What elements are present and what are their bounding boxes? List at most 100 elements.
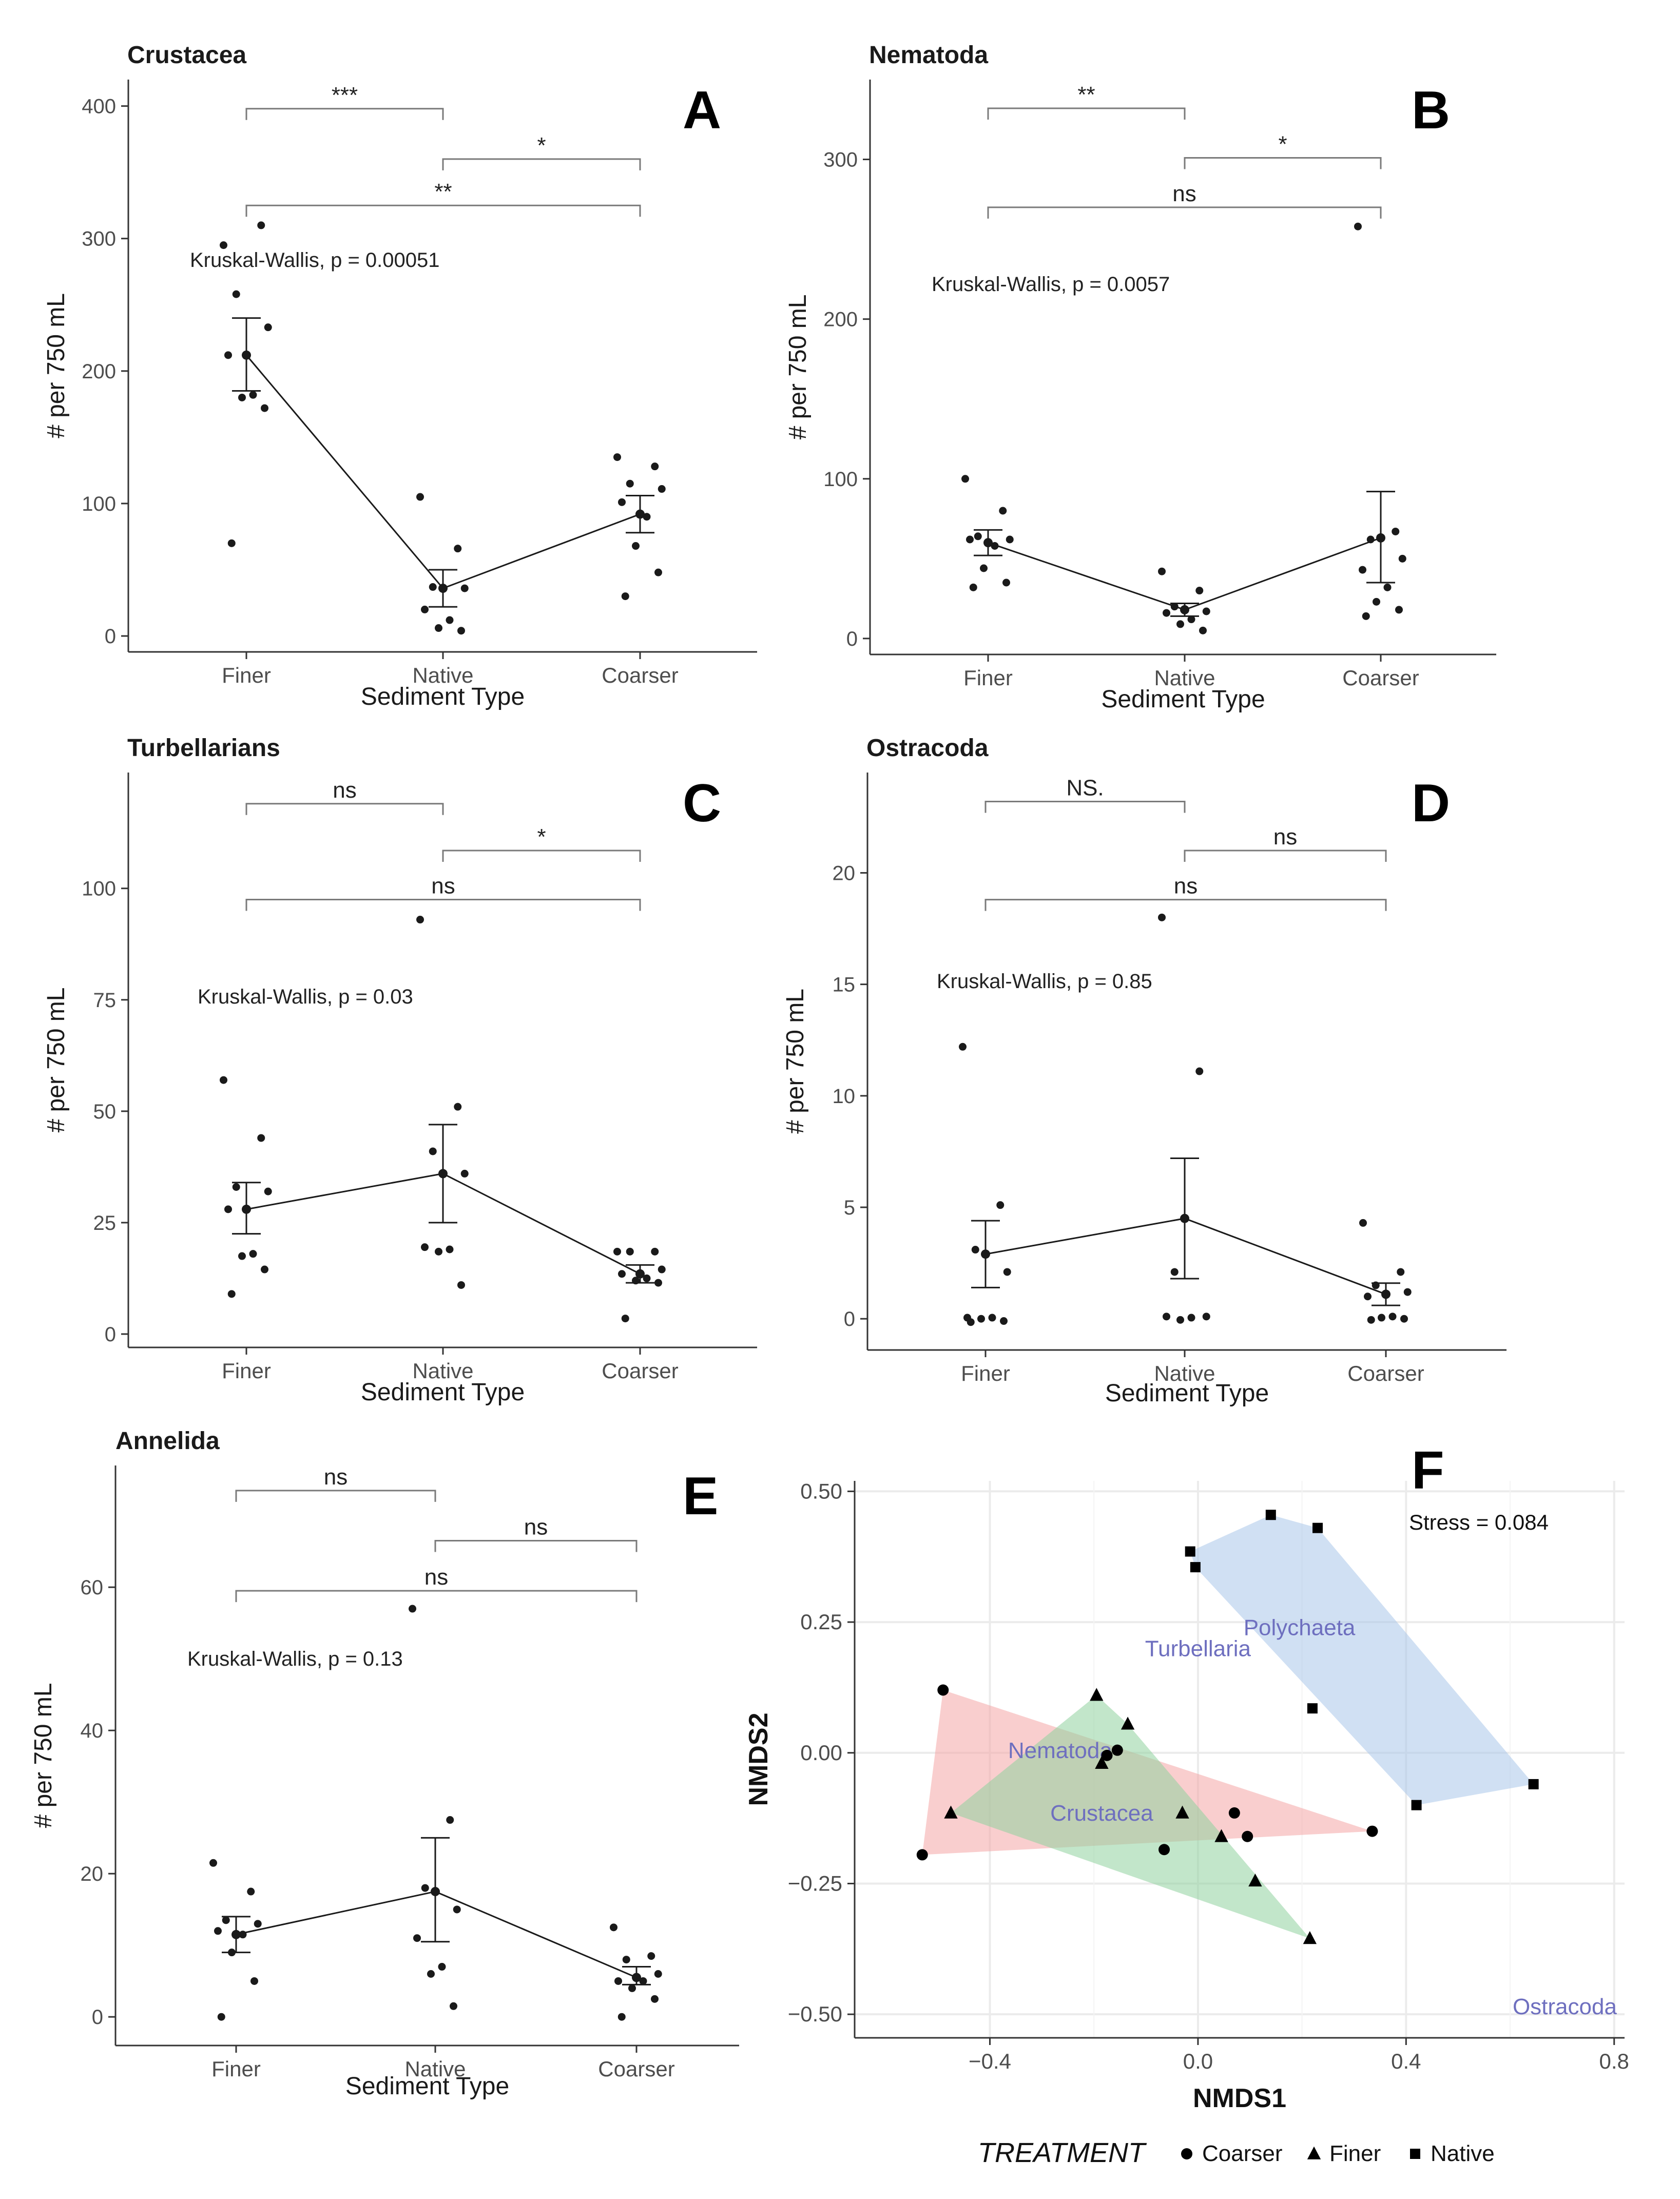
y-axis-title: # per 750 mL [43, 293, 70, 438]
data-point [1000, 1317, 1008, 1325]
x-tick-label: Coarser [602, 663, 678, 687]
y-tick-label: 40 [81, 1720, 104, 1742]
point-finer [1095, 1756, 1109, 1769]
panel-letter: E [683, 1467, 718, 1526]
mean-point [635, 1269, 645, 1279]
data-point [643, 1274, 651, 1282]
data-point [632, 1277, 640, 1285]
significance-label: * [1278, 131, 1287, 157]
data-point [618, 1270, 626, 1278]
significance-bracket [442, 158, 641, 170]
x-tick-label: Coarser [602, 1359, 678, 1383]
panel-b: 0 100 200 300 Finer Native Coarser Sediment Typ… [784, 42, 1496, 713]
mean-line [236, 1891, 637, 1978]
panel-title: Ostracoda [866, 735, 989, 762]
x-tick-label: Native [412, 663, 473, 687]
kruskal-wallis-label: Kruskal-Wallis, p = 0.85 [937, 970, 1152, 993]
error-bar [429, 1124, 457, 1224]
y-tick-label: 20 [833, 862, 856, 884]
significance-bracket [245, 803, 444, 815]
data-point [1398, 554, 1406, 563]
significance-bracket [987, 206, 1382, 219]
data-point [617, 2013, 626, 2021]
panel-letter: C [683, 774, 721, 833]
data-point [254, 1920, 262, 1928]
data-point [1403, 1288, 1412, 1296]
x-tick-label: Native [1154, 666, 1215, 690]
species-label-nematoda: Nematoda [1008, 1738, 1113, 1763]
y-tick-label: 0.00 [800, 1741, 842, 1765]
legend-label: Coarser [1202, 2141, 1283, 2166]
data-point [228, 1949, 236, 1957]
data-point [610, 1923, 617, 1932]
data-point [1359, 566, 1366, 574]
y-tick-label: 100 [82, 493, 116, 515]
point-coarser [916, 1849, 928, 1861]
data-point [450, 2002, 457, 2010]
significance-label: * [537, 133, 546, 158]
species-label-turbellaria: Turbellaria [1145, 1636, 1251, 1661]
point-native [1307, 1703, 1318, 1714]
data-point [647, 1952, 655, 1960]
panel-e: 0 20 40 60 Finer Native Coarser Sediment Type # … [30, 1428, 739, 2100]
data-point [959, 1043, 967, 1051]
data-point [654, 1970, 662, 1978]
x-tick-label: Native [412, 1359, 473, 1383]
mean-line [985, 1218, 1386, 1295]
panel-letter: D [1412, 774, 1450, 833]
y-axis-title: NMDS2 [744, 1712, 774, 1806]
mean-point [1381, 1289, 1391, 1299]
hull-native [1190, 1515, 1534, 1805]
point-finer [1175, 1805, 1189, 1819]
species-label-ostracoda: Ostracoda [1513, 1994, 1617, 2019]
data-point [996, 1201, 1005, 1209]
panel-f: −0.4 0.0 0.4 0.8 −0.50 −0.25 0.00 0.25 0.50 Polyc… [744, 1441, 1629, 2168]
data-point [264, 1187, 272, 1195]
significance-label: NS. [1066, 775, 1104, 800]
data-point [961, 475, 969, 483]
point-coarser [1228, 1807, 1240, 1819]
x-tick-label: Finer [963, 666, 1013, 690]
data-point [1400, 1315, 1408, 1323]
error-bar [1372, 1282, 1400, 1306]
data-point [1170, 603, 1179, 611]
data-point [1373, 597, 1380, 606]
data-point [413, 1934, 421, 1942]
x-axis-title: Sediment Type [1101, 686, 1265, 713]
point-finer [1248, 1873, 1262, 1887]
point-finer [944, 1805, 958, 1819]
mean-point [981, 1249, 990, 1259]
legend: TREATMENT Coarser Finer Native [978, 2137, 1495, 2168]
data-point [227, 1290, 236, 1298]
mean-point [635, 509, 645, 519]
panel-d: 0 5 10 15 20 Finer Native Coarser Sediment Type #… [782, 735, 1507, 1407]
data-point [232, 290, 240, 298]
mean-point [983, 538, 993, 548]
kruskal-wallis-label: Kruskal-Wallis, p = 0.03 [198, 986, 413, 1008]
data-point [651, 1247, 659, 1256]
data-point [969, 583, 977, 591]
kruskal-wallis-label: Kruskal-Wallis, p = 0.13 [187, 1648, 403, 1670]
data-point [621, 592, 629, 601]
legend-entry-coarser: Coarser [1181, 2141, 1283, 2166]
y-tick-label: 75 [93, 989, 117, 1012]
data-point [1367, 1316, 1375, 1324]
y-tick-label: 200 [82, 360, 116, 383]
panel-letter: A [683, 81, 721, 140]
significance-label: * [537, 824, 546, 850]
data-point [1006, 535, 1014, 544]
data-point [427, 1970, 435, 1978]
data-point [457, 627, 465, 635]
error-bar [232, 317, 261, 392]
data-point [438, 1963, 446, 1971]
kruskal-wallis-label: Kruskal-Wallis, p = 0.0057 [932, 273, 1170, 296]
data-point [220, 1076, 227, 1084]
data-point [1202, 1313, 1210, 1321]
error-bar [622, 1966, 651, 1985]
x-axis-title: Sediment Type [361, 1379, 525, 1406]
data-point [249, 1250, 257, 1258]
legend-label: Native [1431, 2141, 1495, 2166]
data-point [209, 1859, 217, 1867]
